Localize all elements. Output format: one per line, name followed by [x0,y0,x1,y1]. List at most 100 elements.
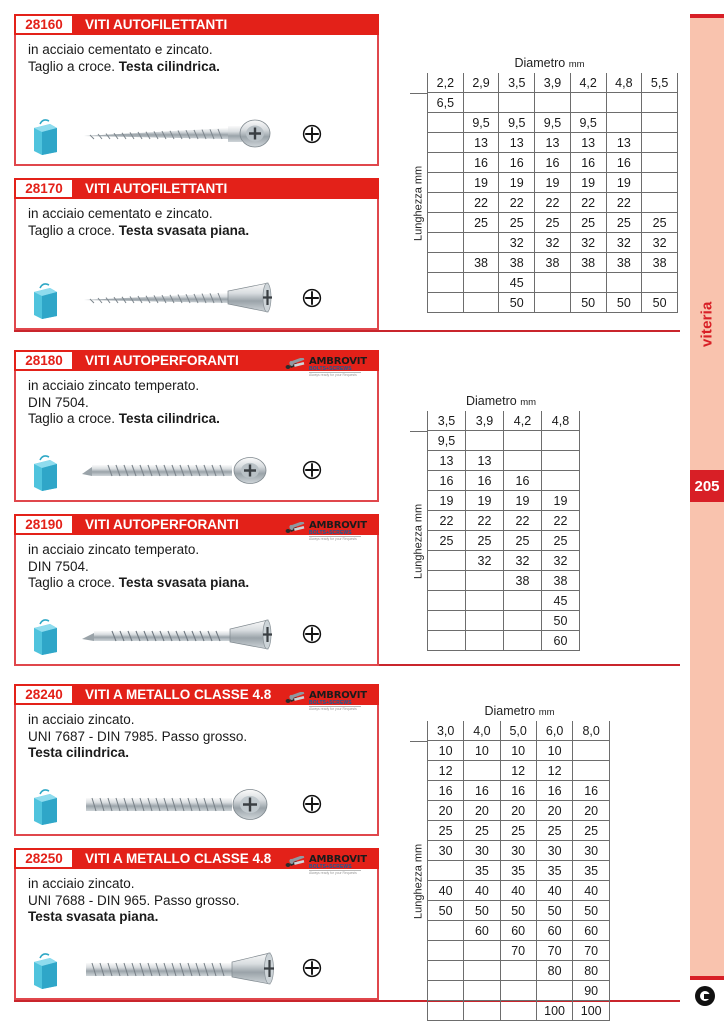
length-cell: 20 [572,800,610,821]
length-cell: 12 [426,760,465,781]
phillips-cross-icon [302,124,322,144]
empty-cell [541,430,580,451]
length-cell: 50 [535,900,574,921]
length-cell: 38 [503,570,542,591]
table-row: 40 40 40 40 40 [426,880,610,901]
table-row: 22 22 22 22 22 [427,192,678,213]
empty-cell [465,430,504,451]
screw-image-countersunk-machine-screw [78,948,293,986]
diametro-label: Diametro [484,704,536,718]
length-cell: 10 [426,740,465,761]
length-cell: 38 [569,252,607,273]
length-cell: 50 [541,610,580,631]
screw-image-pan-head-machine-screw [78,784,293,822]
length-cell: 22 [498,192,536,213]
packaging-box-icon [30,116,60,156]
phillips-cross-icon [302,794,322,814]
diameter-header-cell: 2,2 [427,73,464,93]
length-cell: 25 [427,530,466,551]
empty-cell [427,112,464,133]
ambrovit-tagline: Always ready for your Requests [309,871,357,875]
length-cell: 90 [572,980,610,1001]
empty-cell [426,960,465,981]
length-cell: 20 [463,800,501,821]
product-card-28250[interactable]: 28250 VITI A METALLO CLASSE 4.8 in accia… [14,848,379,1000]
ambrovit-tagline: Always ready for your Requests [309,707,357,711]
length-cell: 12 [499,760,537,781]
length-cell: 50 [572,900,610,921]
phillips-cross-icon [302,460,322,480]
empty-cell [499,1000,537,1021]
length-cell: 60 [499,920,537,941]
length-cell: 38 [534,252,571,273]
empty-cell [426,980,465,1001]
ambrovit-subtitle: BOLTS+SCREWS [309,366,352,372]
length-cell: 38 [641,252,678,273]
ambrovit-screws-mark [285,854,307,869]
length-cell: 25 [498,212,536,233]
table-row: 9,5 [427,430,580,451]
product-card-28190[interactable]: 28190 VITI AUTOPERFORANTI in acciaio zin… [14,514,379,666]
empty-cell [462,232,500,253]
desc-line: in acciaio zincato temperato. [28,542,200,557]
length-cell: 13 [569,132,607,153]
diametro-label: Diametro [514,56,566,70]
table-row: 19 19 19 19 19 [427,172,678,193]
empty-cell [503,450,542,471]
length-cell: 16 [503,470,542,491]
packaging-box-icon [30,616,60,656]
empty-cell [426,1000,465,1021]
product-header: 28160 VITI AUTOFILETTANTI [14,14,379,35]
ambrovit-wordmark: AMBROVIT [309,854,367,865]
table-row: 38 38 38 38 38 38 [427,252,678,273]
length-cell: 19 [534,172,571,193]
group-divider [14,330,680,332]
product-card-28160[interactable]: 28160 VITI AUTOFILETTANTI in acciaio cem… [14,14,379,166]
diameter-header-cell: 2,9 [462,73,500,93]
table-row: 19 19 19 19 [427,490,580,511]
product-card-28240[interactable]: 28240 VITI A METALLO CLASSE 4.8 in accia… [14,684,379,836]
table-header-row: 3,5 3,9 4,2 4,8 [427,411,580,431]
length-cell: 32 [569,232,607,253]
table-row: 20 20 20 20 20 [426,800,610,821]
ambrovit-logo: AMBROVIT BOLTS+SCREWS Always ready for y… [285,356,367,380]
diameter-header-cell: 4,2 [503,411,542,431]
product-title: VITI AUTOFILETTANTI [85,181,228,196]
product-code: 28170 [14,178,74,199]
table-row: 16 16 16 16 16 [426,780,610,801]
table-row: 30 30 30 30 30 [426,840,610,861]
length-cell: 16 [463,780,501,801]
publisher-logo-icon [695,986,715,1006]
screw-image-pan-head-self-tapping [78,114,293,152]
length-cell: 40 [572,880,610,901]
length-cell: 32 [641,232,678,253]
table-title-1: Diametro mm [427,56,672,70]
product-card-28170[interactable]: 28170 VITI AUTOFILETTANTI in acciaio cem… [14,178,379,330]
length-cell: 16 [427,470,466,491]
empty-cell [498,92,536,113]
product-title: VITI AUTOPERFORANTI [85,517,239,532]
table-row: 45 [427,272,678,293]
product-card-28180[interactable]: 28180 VITI AUTOPERFORANTI in acciaio zin… [14,350,379,502]
empty-cell [503,630,542,651]
product-header: 28170 VITI AUTOFILETTANTI [14,178,379,199]
table-header-row: 3,0 4,0 5,0 6,0 8,0 [426,721,610,741]
length-cell: 19 [427,490,466,511]
length-cell: 22 [541,510,580,531]
ambrovit-tagline: Always ready for your Requests [309,537,357,541]
length-cell: 32 [605,232,643,253]
length-cell: 50 [498,292,536,313]
ambrovit-logo: AMBROVIT BOLTS+SCREWS Always ready for y… [285,690,367,714]
table-row: 80 80 [426,960,610,981]
length-cell: 38 [498,252,536,273]
empty-cell [465,610,504,631]
length-cell: 19 [569,172,607,193]
table-row: 90 [426,980,610,1001]
empty-cell [641,132,678,153]
page-number-badge: 205 [690,470,724,502]
ambrovit-logo: AMBROVIT BOLTS+SCREWS Always ready for y… [285,520,367,544]
length-cell: 25 [569,212,607,233]
length-cell: 30 [463,840,501,861]
product-code: 28160 [14,14,74,35]
table-row: 100 100 [426,1000,610,1021]
